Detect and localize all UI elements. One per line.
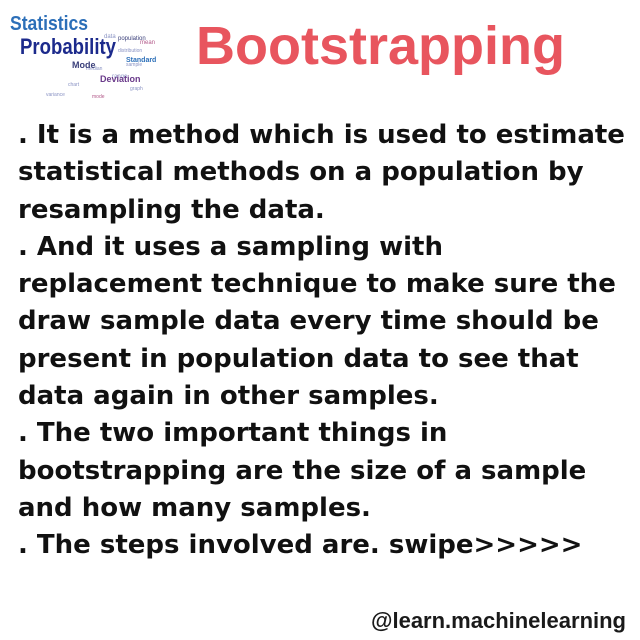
logo-word-mode: Mode <box>72 60 96 70</box>
svg-text:sample: sample <box>126 62 142 68</box>
svg-text:distribution: distribution <box>118 48 142 54</box>
logo-word-probability: Probability <box>20 34 117 59</box>
paragraph-sampling-replacement: . And it uses a sampling with replacemen… <box>18 231 616 412</box>
logo-word-statistics: Statistics <box>10 13 88 35</box>
page-title: Bootstrapping <box>196 16 565 76</box>
logo-word-standard: Standard <box>126 57 156 64</box>
svg-text:mode: mode <box>92 94 105 100</box>
svg-text:variance: variance <box>46 92 65 98</box>
paragraph-method: . It is a method which is used to estima… <box>18 120 625 225</box>
svg-text:range: range <box>112 74 128 80</box>
svg-text:graph: graph <box>130 86 143 92</box>
svg-text:median: median <box>86 66 103 72</box>
account-handle: @learn.machinelearning <box>371 608 626 633</box>
svg-text:data: data <box>104 34 116 40</box>
logo-word-deviation: Deviation <box>100 74 141 84</box>
paragraph-important-things: . The two important things in bootstrapp… <box>18 418 587 523</box>
statistics-word-cloud-logo: data distribution median range variance … <box>10 13 156 100</box>
logo-word-population: population <box>118 36 146 42</box>
svg-text:chart: chart <box>68 82 80 88</box>
body-text: . It is a method which is used to estima… <box>18 117 628 565</box>
paragraph-steps-swipe: . The steps involved are. swipe>>>>> <box>18 530 583 561</box>
svg-text:mean: mean <box>140 40 155 46</box>
